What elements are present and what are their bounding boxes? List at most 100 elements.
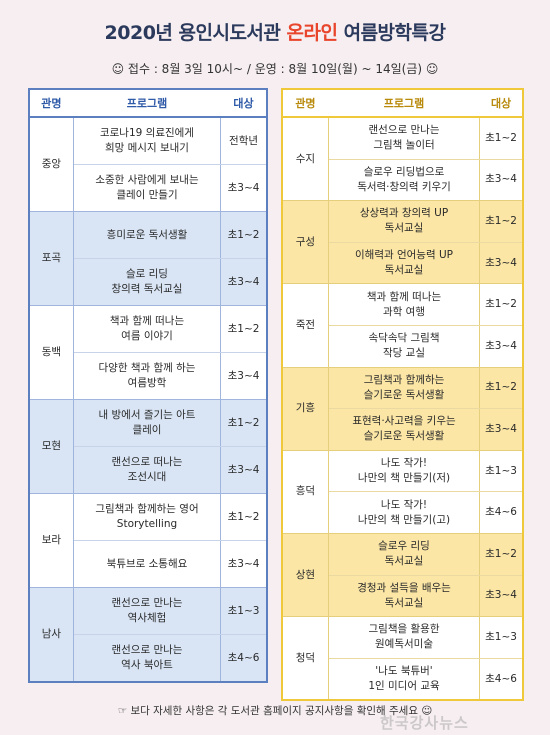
program-name: 랜선으로 만나는 역사 북아트 [72,634,222,683]
program-name: 내 방에서 즐기는 아트 클레이 [72,399,222,447]
program-name: 코로나19 의료진에게 희망 메시지 보내기 [72,116,222,165]
program-name: 슬로 리딩 창의력 독서교실 [72,258,222,306]
library-name: 구성 [281,200,329,285]
target-grade: 초1~3 [220,587,268,635]
program-name: 슬로우 리딩 독서교실 [327,532,481,576]
page-title: 2020년 용인시도서관 온라인 여름방학특강 [0,18,550,45]
program-name: 소중한 사람에게 보내는 클레이 만들기 [72,164,222,212]
program-name: 랜선으로 만나는 그림책 놀이터 [327,116,481,160]
target-grade: 초1~2 [479,366,524,410]
program-name: 나도 작가! 나만의 책 만들기(저) [327,449,481,493]
target-grade: 초3~4 [479,241,524,285]
table-row: 랜선으로 떠나는 조선시대 초3~4 [29,446,268,494]
program-name: 경청과 설득을 배우는 독서교실 [327,574,481,618]
target-grade: 초1~2 [479,532,524,576]
table-row: 수지 랜선으로 만나는 그림책 놀이터 초1~2 [281,116,524,202]
header-library: 관명 [28,88,74,118]
target-grade: 초1~2 [220,305,268,353]
header-library: 관명 [281,88,329,118]
program-name: 상상력과 창의력 UP 독서교실 [327,200,481,243]
library-name: 상현 [281,532,329,618]
table-row: 남사 랜선으로 만나는 역사체험 초1~3 [28,587,268,683]
library-name: 모현 [28,399,74,494]
program-name: 이해력과 언어능력 UP 독서교실 [327,241,481,285]
title-highlight: 온라인 [286,22,338,44]
table-row: 북튜브로 소통해요 초3~4 [29,540,268,588]
table-row: 소중한 사람에게 보내는 클레이 만들기 초3~4 [29,164,268,212]
program-name: 표현력·사고력을 키우는 슬기로운 독서생활 [327,408,481,451]
table-row: 포곡 흥미로운 독서생활 초1~2 [28,211,268,306]
footer-note: ☞ 보다 자세한 사항은 각 도서관 홈페이지 공지사항을 확인해 주세요 ☺ [117,705,433,717]
table-row: 나도 작가! 나만의 책 만들기(고) 초4~6 [282,491,524,534]
program-name: 그림책과 함께하는 영어 Storytelling [72,493,222,541]
title-part1: 2020년 용인시도서관 [104,22,287,44]
library-name: 중앙 [28,116,74,212]
table-row: 동백 책과 함께 떠나는 여름 이야기 초1~2 [28,305,268,400]
table-row: 표현력·사고력을 키우는 슬기로운 독서생활 초3~4 [282,408,524,451]
header-target: 대상 [479,88,524,118]
program-name: 책과 함께 떠나는 여름 이야기 [72,305,222,353]
table-row: 슬로우 리딩법으로 독서력·창의력 키우기 초3~4 [282,158,524,202]
program-name: 흥미로운 독서생활 [72,211,222,259]
table-row: 중앙 코로나19 의료진에게 희망 메시지 보내기 전학년 [28,116,268,212]
header-target: 대상 [220,88,268,118]
program-name: 나도 작가! 나만의 책 만들기(고) [327,491,481,534]
program-name: 그림책과 함께하는 슬기로운 독서생활 [327,366,481,410]
header-program: 프로그램 [327,88,481,118]
target-grade: 초3~4 [479,408,524,451]
library-name: 남사 [28,587,74,683]
program-name: 책과 함께 떠나는 과학 여행 [327,283,481,326]
target-grade: 초4~6 [220,634,268,683]
header-program: 프로그램 [72,88,222,118]
target-grade: 초4~6 [479,657,524,701]
target-grade: 초1~2 [479,200,524,243]
target-grade: 전학년 [220,116,268,165]
target-grade: 초4~6 [479,491,524,534]
target-grade: 초1~2 [220,399,268,447]
target-grade: 초3~4 [220,352,268,400]
program-name: 슬로우 리딩법으로 독서력·창의력 키우기 [327,158,481,202]
library-name: 동백 [28,305,74,400]
program-name: 랜선으로 만나는 역사체험 [72,587,222,635]
target-grade: 초3~4 [479,574,524,618]
schedule-subtitle: ☺ 접수 : 8월 3일 10시~ / 운영 : 8월 10일(월) ~ 14일… [111,62,439,76]
target-grade: 초1~2 [220,493,268,541]
table-row: 속닥속닥 그림책 작당 교실 초3~4 [282,324,524,368]
program-name: 그림책을 활용한 원예독서미술 [327,616,481,659]
table-row: 흥덕 나도 작가! 나만의 책 만들기(저) 초1~3 [281,449,524,534]
program-name: 랜선으로 떠나는 조선시대 [72,446,222,494]
table-row: 다양한 책과 함께 하는 여름방학 초3~4 [29,352,268,400]
table-row: 죽전 책과 함께 떠나는 과학 여행 초1~2 [281,283,524,368]
library-name: 청덕 [281,616,329,701]
table-row: '나도 북튜버' 1인 미디어 교육 초4~6 [282,657,524,701]
target-grade: 초1~3 [479,449,524,493]
right-schedule-table: 관명 프로그램 대상 수지 랜선으로 만나는 그림책 놀이터 초1~2 슬로우 리딩법… [281,88,524,702]
library-name: 보라 [28,493,74,588]
table-row: 기흥 그림책과 함께하는 슬기로운 독서생활 초1~2 [281,366,524,451]
target-grade: 초1~2 [220,211,268,259]
target-grade: 초3~4 [220,164,268,212]
table-row: 이해력과 언어능력 UP 독서교실 초3~4 [282,241,524,285]
program-name: 북튜브로 소통해요 [72,540,222,588]
target-grade: 초1~2 [479,116,524,160]
table-row: 청덕 그림책을 활용한 원예독서미술 초1~3 [281,616,524,701]
table-row: 경청과 설득을 배우는 독서교실 초3~4 [282,574,524,618]
program-name: '나도 북튜버' 1인 미디어 교육 [327,657,481,701]
target-grade: 초3~4 [220,446,268,494]
target-grade: 초3~4 [220,258,268,306]
target-grade: 초3~4 [220,540,268,588]
library-name: 기흥 [281,366,329,451]
title-part2: 여름방학특강 [337,22,446,44]
target-grade: 초1~2 [479,283,524,326]
target-grade: 초3~4 [479,158,524,202]
table-row: 랜선으로 만나는 역사 북아트 초4~6 [29,634,268,683]
library-name: 포곡 [28,211,74,306]
program-name: 속닥속닥 그림책 작당 교실 [327,324,481,368]
table-row: 슬로 리딩 창의력 독서교실 초3~4 [29,258,268,306]
library-name: 흥덕 [281,449,329,534]
table-row: 보라 그림책과 함께하는 영어 Storytelling 초1~2 [28,493,268,588]
left-schedule-table: 관명 프로그램 대상 중앙 코로나19 의료진에게 희망 메시지 보내기 전학년 소중… [28,88,268,683]
target-grade: 초3~4 [479,324,524,368]
target-grade: 초1~3 [479,616,524,659]
table-row: 상현 슬로우 리딩 독서교실 초1~2 [281,532,524,618]
